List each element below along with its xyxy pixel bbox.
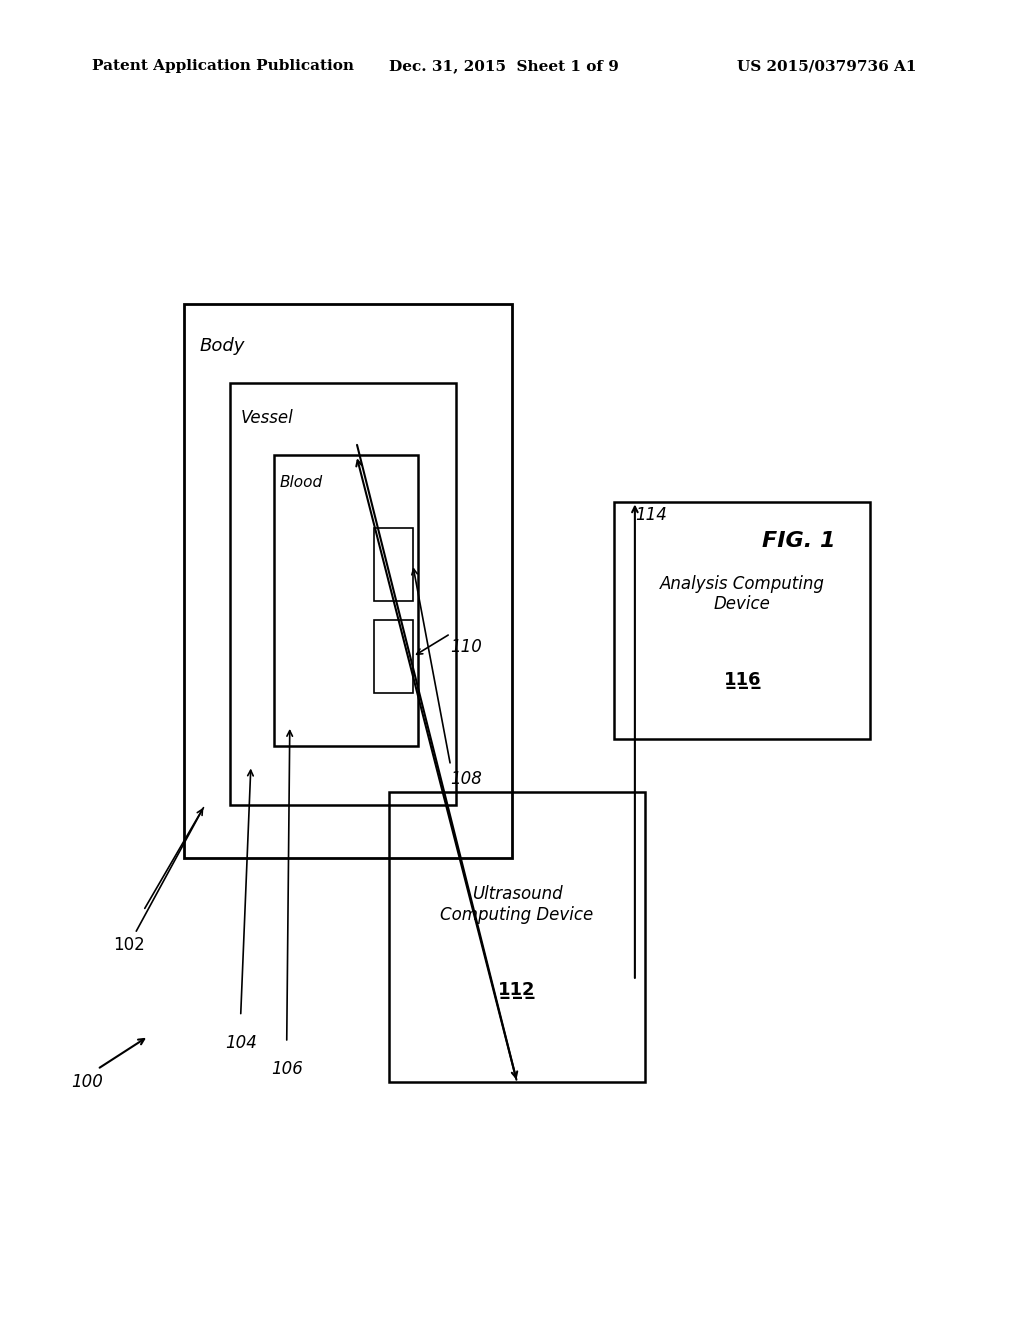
Text: 104: 104 xyxy=(225,1034,257,1052)
Text: 100: 100 xyxy=(72,1073,103,1092)
Text: 114: 114 xyxy=(635,506,667,524)
Text: Dec. 31, 2015  Sheet 1 of 9: Dec. 31, 2015 Sheet 1 of 9 xyxy=(389,59,618,74)
Text: 102: 102 xyxy=(113,808,204,954)
Text: FIG. 1: FIG. 1 xyxy=(762,531,836,552)
Text: 110: 110 xyxy=(451,638,482,656)
Text: Body: Body xyxy=(200,337,245,355)
Text: 106: 106 xyxy=(271,1060,303,1078)
Text: Analysis Computing
Device: Analysis Computing Device xyxy=(659,574,825,614)
Text: US 2015/0379736 A1: US 2015/0379736 A1 xyxy=(737,59,916,74)
Text: 1̲1̲6̲: 1̲1̲6̲ xyxy=(724,671,761,689)
Text: Patent Application Publication: Patent Application Publication xyxy=(92,59,354,74)
Text: 1̲1̲2̲: 1̲1̲2̲ xyxy=(499,981,536,999)
Text: Ultrasound
Computing Device: Ultrasound Computing Device xyxy=(440,884,594,924)
Text: 108: 108 xyxy=(451,770,482,788)
Text: Vessel: Vessel xyxy=(241,409,294,428)
Text: Blood: Blood xyxy=(280,475,323,490)
